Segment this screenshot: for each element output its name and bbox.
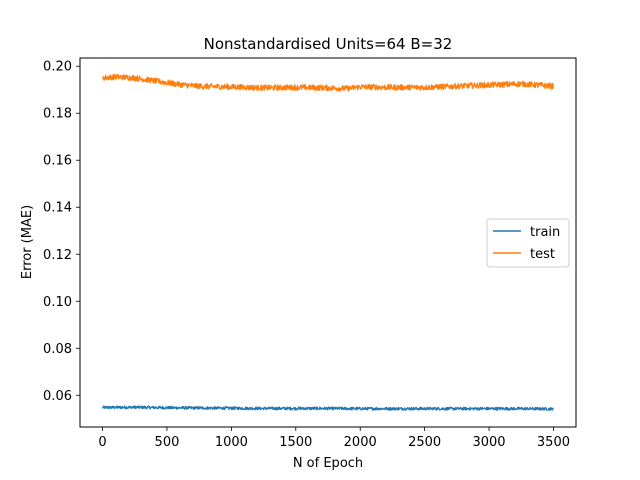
y-tick-label: 0.18	[43, 107, 72, 122]
legend-label-test: test	[530, 247, 555, 262]
x-tick-label: 500	[155, 435, 180, 450]
x-tick-label: 3500	[537, 435, 570, 450]
y-tick-label: 0.06	[43, 389, 72, 404]
series-line-train	[101, 405, 554, 411]
y-axis-label: Error (MAE)	[20, 205, 35, 279]
y-tick-label: 0.12	[43, 248, 72, 263]
y-tick-label: 0.20	[43, 60, 72, 75]
y-tick-label: 0.10	[43, 295, 72, 310]
x-tick-label: 3000	[472, 435, 505, 450]
x-tick-label: 1000	[215, 435, 248, 450]
series-line-test	[102, 73, 554, 92]
y-tick-label: 0.16	[43, 154, 72, 169]
plot-frame	[79, 57, 577, 428]
x-tick-label: 2000	[344, 435, 377, 450]
x-tick-label: 0	[98, 435, 106, 450]
chart-title: Nonstandardised Units=64 B=32	[204, 35, 453, 53]
x-tick-label: 1500	[279, 435, 312, 450]
x-axis-label: N of Epoch	[293, 456, 363, 471]
x-axis: 0 500 1000 1500 2000 2500 3000 3500	[98, 427, 570, 450]
y-tick-label: 0.14	[43, 201, 72, 216]
x-tick-label: 2500	[408, 435, 441, 450]
series-layer	[101, 73, 554, 411]
legend: train test	[486, 218, 570, 268]
y-tick-label: 0.08	[43, 342, 72, 357]
legend-label-train: train	[530, 225, 560, 240]
y-axis: 0.06 0.08 0.10 0.12 0.14 0.16 0.18 0.20	[43, 60, 80, 404]
